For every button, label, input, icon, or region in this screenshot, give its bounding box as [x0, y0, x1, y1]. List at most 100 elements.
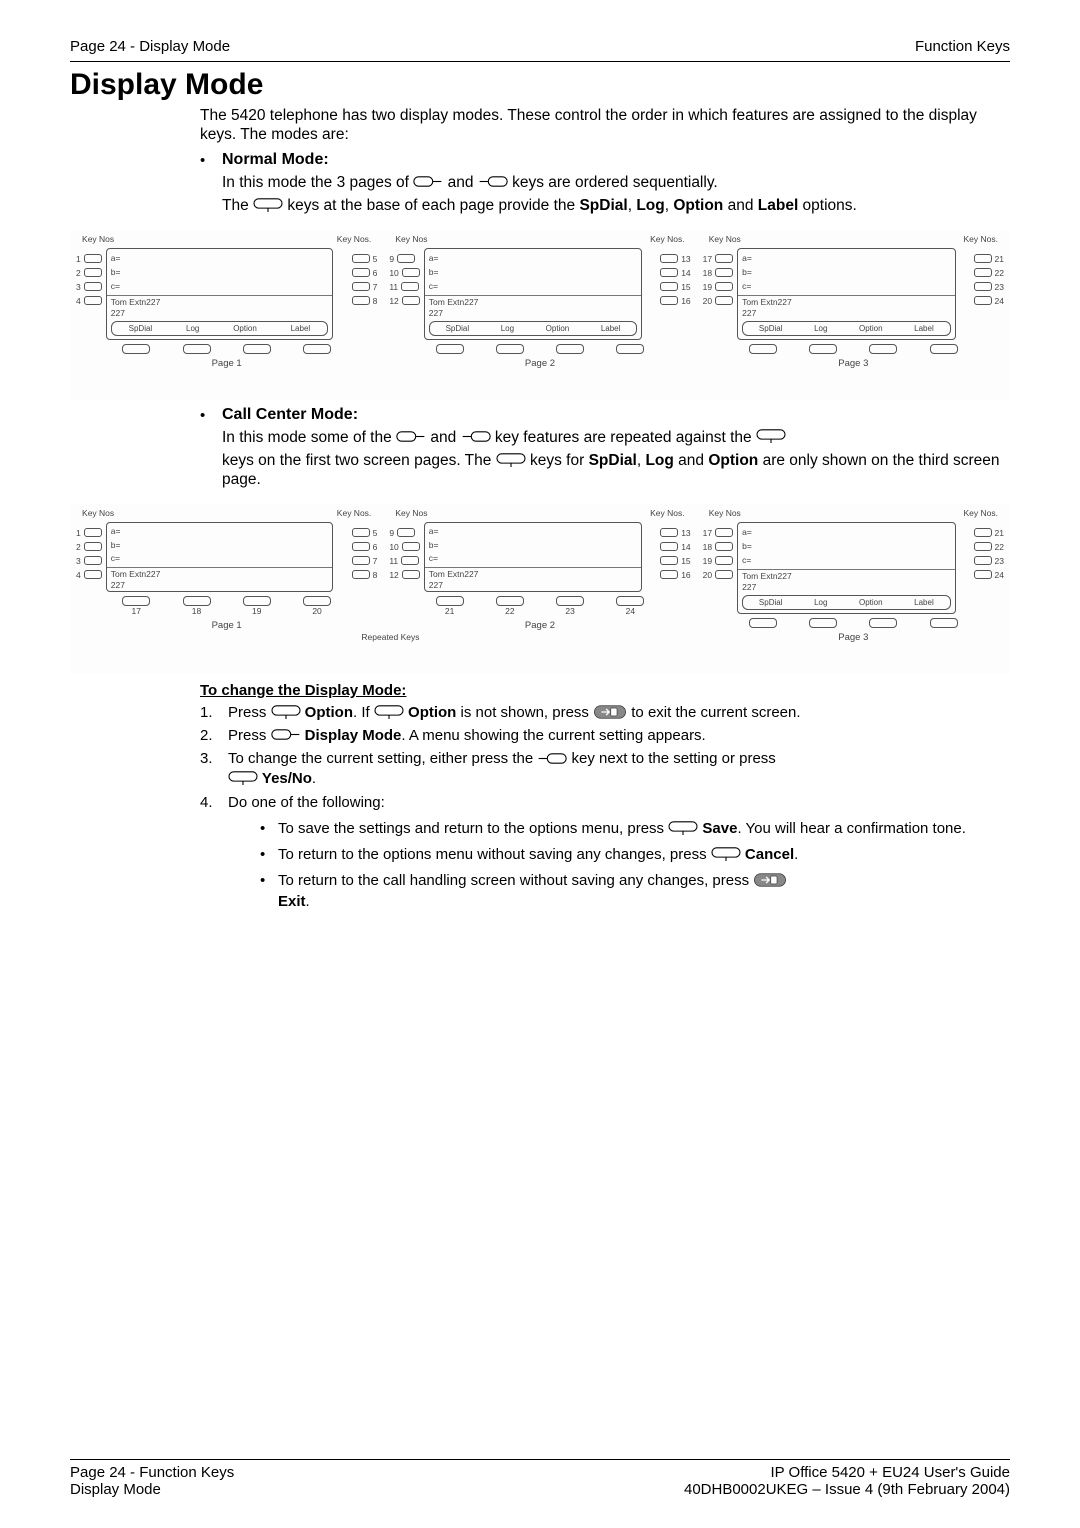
text: .	[312, 770, 316, 787]
text: keys at the base of each page provide th…	[287, 197, 579, 214]
text-bold: Cancel	[741, 846, 794, 863]
page-title: Display Mode	[70, 68, 1010, 102]
call-center-block: • Call Center Mode: In this mode some of…	[200, 406, 1000, 494]
step-num: 1.	[200, 703, 228, 723]
call-center-line1: In this mode some of the and key feature…	[222, 428, 1000, 447]
header-right: Function Keys	[915, 38, 1010, 55]
text-bold: Option	[301, 704, 354, 721]
bullet-normal-mode: • Normal Mode: In this mode the 3 pages …	[200, 151, 1000, 220]
text-bold: Yes/No	[258, 770, 312, 787]
procedure-list: 1. Press Option. If Option is not shown,…	[200, 703, 1000, 918]
normal-mode-line2: The keys at the base of each page provid…	[222, 196, 1000, 215]
header-left: Page 24 - Display Mode	[70, 38, 230, 55]
key-left-icon	[478, 176, 508, 187]
text: and	[430, 429, 460, 446]
key-right-icon	[413, 176, 443, 187]
step-num: 3.	[200, 749, 228, 790]
step4c: • To return to the call handling screen …	[260, 871, 1000, 912]
text: is not shown, press	[461, 704, 594, 721]
text-bold: Save	[698, 820, 737, 837]
bullet-dot: •	[260, 871, 278, 912]
text: . A menu showing the current setting app…	[401, 727, 705, 744]
key-bottom-icon	[271, 705, 301, 719]
text: keys are ordered sequentially.	[512, 174, 718, 191]
key-bottom-icon	[374, 705, 404, 719]
step4-sublist: • To save the settings and return to the…	[260, 819, 1000, 912]
step4a: • To save the settings and return to the…	[260, 819, 1000, 839]
footer-rule	[70, 1459, 1010, 1460]
normal-mode-line1: In this mode the 3 pages of and keys are…	[222, 173, 1000, 192]
text: keys for	[530, 452, 589, 469]
step-text: Press Option. If Option is not shown, pr…	[228, 703, 1000, 723]
footer-left-1: Page 24 - Function Keys	[70, 1464, 234, 1481]
text: . If	[353, 704, 374, 721]
text: In this mode some of the	[222, 429, 396, 446]
key-exit-icon	[593, 705, 627, 719]
footer-right-1: IP Office 5420 + EU24 User's Guide	[770, 1464, 1010, 1481]
bullet-content: Normal Mode: In this mode the 3 pages of…	[222, 151, 1000, 220]
call-center-title: Call Center Mode:	[222, 406, 1000, 424]
procedure-block: To change the Display Mode: 1. Press Opt…	[200, 682, 1000, 918]
text-bold: Log	[636, 197, 664, 214]
step-text: Do one of the following: • To save the s…	[228, 793, 1000, 918]
step-3: 3. To change the current setting, either…	[200, 749, 1000, 790]
text: .	[306, 893, 310, 910]
text: key features are repeated against the	[495, 429, 756, 446]
text: To return to the options menu without sa…	[278, 846, 711, 863]
text: Press	[228, 727, 271, 744]
text: key next to the setting or press	[572, 750, 776, 767]
page-header: Page 24 - Display Mode Function Keys	[70, 38, 1010, 59]
key-right-icon	[396, 431, 426, 442]
text-bold: Option	[404, 704, 457, 721]
step4b: • To return to the options menu without …	[260, 845, 1000, 865]
footer-row-2: Display Mode 40DHB0002UKEG – Issue 4 (9t…	[70, 1481, 1010, 1498]
text: keys on the first two screen pages. The	[222, 452, 496, 469]
intro-text: The 5420 telephone has two display modes…	[200, 106, 1000, 145]
text: To save the settings and return to the o…	[278, 819, 1000, 839]
step-num: 4.	[200, 793, 228, 918]
text-bold: Display Mode	[301, 727, 402, 744]
text: In this mode the 3 pages of	[222, 174, 413, 191]
key-exit-icon	[753, 873, 787, 887]
diagram-call-center-mode: Key NosKey Nos.1234a=b=c=Tom Extn2272275…	[70, 504, 1010, 674]
bullet-dot: •	[260, 819, 278, 839]
step-1: 1. Press Option. If Option is not shown,…	[200, 703, 1000, 723]
text-bold: Log	[645, 452, 673, 469]
key-bottom-icon	[711, 847, 741, 861]
text-bold: SpDial	[579, 197, 627, 214]
step-2: 2. Press Display Mode. A menu showing th…	[200, 726, 1000, 746]
text: To change the Display Mode:	[200, 682, 406, 699]
key-left-icon	[461, 431, 491, 442]
procedure-title: To change the Display Mode:	[200, 682, 1000, 699]
text: .	[794, 846, 798, 863]
text-bold: SpDial	[589, 452, 637, 469]
text: Do one of the following:	[228, 794, 385, 811]
text: To return to the call handling screen wi…	[278, 871, 1000, 912]
bullet-dot: •	[200, 151, 222, 220]
text-bold: Label	[758, 197, 798, 214]
footer-left-2: Display Mode	[70, 1481, 161, 1498]
text: To change the current setting, either pr…	[228, 750, 537, 767]
step-4: 4. Do one of the following: • To save th…	[200, 793, 1000, 918]
normal-mode-title: Normal Mode:	[222, 151, 1000, 169]
page-footer: Page 24 - Function Keys IP Office 5420 +…	[70, 1459, 1010, 1498]
diagram-normal-mode: Key NosKey Nos.1234a=b=c=Tom Extn227227S…	[70, 230, 1010, 400]
text: Press	[228, 704, 271, 721]
text: options.	[798, 197, 857, 214]
footer-row-1: Page 24 - Function Keys IP Office 5420 +…	[70, 1464, 1010, 1481]
text: and	[448, 174, 478, 191]
text: . You will hear a confirmation tone.	[737, 820, 965, 837]
key-bottom-icon	[756, 429, 786, 443]
key-bottom-icon	[228, 771, 258, 785]
call-center-line2: keys on the first two screen pages. The …	[222, 451, 1000, 490]
step-num: 2.	[200, 726, 228, 746]
text: To return to the options menu without sa…	[278, 845, 1000, 865]
page: Page 24 - Display Mode Function Keys Dis…	[0, 0, 1080, 1528]
bullet-dot: •	[260, 845, 278, 865]
step-text: Press Display Mode. A menu showing the c…	[228, 726, 1000, 746]
key-left-icon	[537, 753, 567, 764]
footer-right-2: 40DHB0002UKEG – Issue 4 (9th February 20…	[684, 1481, 1010, 1498]
text: and	[678, 452, 708, 469]
text-bold: Option	[673, 197, 723, 214]
bullet-content: Call Center Mode: In this mode some of t…	[222, 406, 1000, 494]
